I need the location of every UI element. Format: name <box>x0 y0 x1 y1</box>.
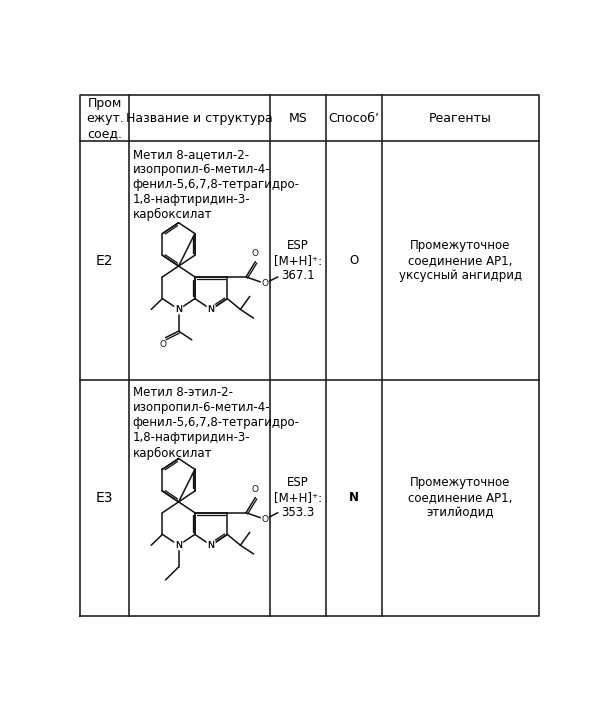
Text: Промежуточное
соединение AP1,
этилйодид: Промежуточное соединение AP1, этилйодид <box>408 477 513 520</box>
Text: N: N <box>207 541 215 550</box>
Text: O: O <box>252 485 259 494</box>
Text: O: O <box>159 340 166 348</box>
Text: O: O <box>262 279 268 288</box>
Text: N: N <box>208 541 214 550</box>
Text: N: N <box>175 305 182 314</box>
Text: Реагенты: Реагенты <box>429 112 492 125</box>
Text: O: O <box>252 249 259 258</box>
Text: O: O <box>262 515 268 524</box>
Text: N: N <box>207 305 215 314</box>
Text: ESP
[M+H]⁺:
367.1: ESP [M+H]⁺: 367.1 <box>274 239 322 282</box>
Text: N: N <box>175 541 182 550</box>
Text: N: N <box>208 541 214 550</box>
Text: N: N <box>175 305 182 314</box>
Text: N: N <box>208 305 214 314</box>
Text: Промежуточное
соединение AP1,
уксусный ангидрид: Промежуточное соединение AP1, уксусный а… <box>399 239 522 282</box>
Text: Название и структура: Название и структура <box>126 112 273 125</box>
Text: O: O <box>262 515 268 524</box>
Text: N: N <box>175 541 182 550</box>
Text: N: N <box>175 541 182 550</box>
Text: O: O <box>349 254 359 267</box>
Text: MS: MS <box>289 112 307 125</box>
Text: Метил 8-этил-2-
изопропил-6-метил-4-
фенил-5,6,7,8-тетрагидро-
1,8-нафтиридин-3-: Метил 8-этил-2- изопропил-6-метил-4- фен… <box>133 386 300 460</box>
Text: Пром
ежут.
соед.: Пром ежут. соед. <box>86 97 124 140</box>
Text: E3: E3 <box>96 491 114 505</box>
Text: Метил 8-ацетил-2-
изопропил-6-метил-4-
фенил-5,6,7,8-тетрагидро-
1,8-нафтиридин-: Метил 8-ацетил-2- изопропил-6-метил-4- ф… <box>133 148 300 221</box>
Text: O: O <box>262 279 268 288</box>
Text: E2: E2 <box>96 253 114 268</box>
Text: Способʼ: Способʼ <box>329 112 379 125</box>
Text: N: N <box>208 305 214 314</box>
Text: N: N <box>349 491 359 504</box>
Text: ESP
[M+H]⁺:
353.3: ESP [M+H]⁺: 353.3 <box>274 477 322 520</box>
Text: N: N <box>175 305 182 314</box>
